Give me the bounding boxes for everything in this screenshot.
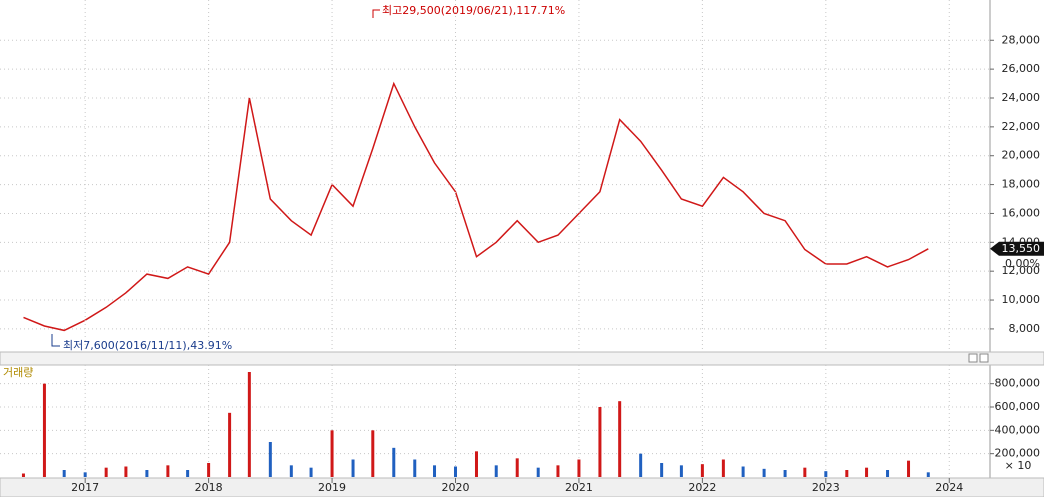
volume-bar xyxy=(309,467,313,477)
y-tick-label: 16,000 xyxy=(1002,206,1041,219)
volume-bar xyxy=(392,447,396,477)
high-annotation: 최고29,500(2019/06/21),117.71% xyxy=(382,4,565,17)
volume-bar xyxy=(186,470,190,477)
volume-bar xyxy=(639,453,643,477)
y-tick-label: 800,000 xyxy=(995,377,1041,390)
volume-bar xyxy=(21,473,25,477)
volume-bar xyxy=(42,383,46,477)
y-tick-label: 18,000 xyxy=(1002,178,1041,191)
last-price-label: 13,550 xyxy=(1002,242,1041,255)
volume-bar xyxy=(494,465,498,477)
low-annotation: 최저7,600(2016/11/11),43.91% xyxy=(63,339,232,352)
volume-bar xyxy=(679,465,683,477)
y-tick-label: 20,000 xyxy=(1002,149,1041,162)
y-tick-label: 26,000 xyxy=(1002,62,1041,75)
volume-bar xyxy=(62,470,66,477)
volume-bar xyxy=(618,401,622,477)
panel-button[interactable] xyxy=(979,353,989,363)
volume-bar xyxy=(166,465,170,477)
volume-bar xyxy=(556,465,560,477)
volume-bar xyxy=(207,463,211,477)
volume-bar xyxy=(474,451,478,477)
volume-bar xyxy=(824,471,828,477)
last-price-marker xyxy=(990,241,1044,256)
volume-bar xyxy=(762,468,766,477)
volume-bar xyxy=(865,467,869,477)
y-tick-label: 12,000 xyxy=(1002,264,1041,277)
volume-bar xyxy=(371,430,375,477)
volume-bar xyxy=(783,470,787,477)
y-tick-label: 200,000 xyxy=(995,447,1041,460)
volume-bar xyxy=(886,470,890,477)
volume-bar xyxy=(83,472,87,477)
x-tick-label: 2024 xyxy=(935,481,963,494)
volume-bar xyxy=(721,459,725,477)
x-tick-label: 2020 xyxy=(441,481,469,494)
arrow xyxy=(372,9,380,18)
x-tick-label: 2021 xyxy=(565,481,593,494)
x-tick-label: 2023 xyxy=(812,481,840,494)
volume-unit: × 10 xyxy=(1005,459,1032,472)
volume-bar xyxy=(453,466,457,477)
volume-title: 거래량 xyxy=(3,366,33,379)
y-tick-label: 10,000 xyxy=(1002,293,1041,306)
y-tick-label: 400,000 xyxy=(995,423,1041,436)
arrow xyxy=(51,334,60,347)
y-tick-label: 8,000 xyxy=(1009,322,1041,335)
volume-bar xyxy=(536,467,540,477)
panel-divider xyxy=(0,351,1044,366)
volume-bar xyxy=(124,466,128,477)
volume-bar xyxy=(104,467,108,477)
volume-bar xyxy=(247,372,251,477)
panel-button[interactable] xyxy=(968,353,978,363)
volume-bar xyxy=(803,467,807,477)
volume-bar xyxy=(413,459,417,477)
volume-bar xyxy=(741,466,745,477)
volume-bar xyxy=(660,463,664,477)
x-tick-label: 2017 xyxy=(71,481,99,494)
volume-bar xyxy=(598,407,602,477)
volume-bar xyxy=(268,442,272,477)
volume-bar xyxy=(700,464,704,477)
volume-bar xyxy=(845,470,849,477)
x-tick-label: 2022 xyxy=(688,481,716,494)
volume-bar xyxy=(577,459,581,477)
volume-bar xyxy=(289,465,293,477)
y-tick-label: 24,000 xyxy=(1002,91,1041,104)
price-line xyxy=(23,81,929,332)
volume-bar xyxy=(926,472,930,477)
volume-bar xyxy=(515,458,519,477)
volume-bar xyxy=(433,465,437,477)
change-label: 0.00% xyxy=(1005,257,1040,270)
volume-bar xyxy=(907,460,911,477)
y-tick-label: 28,000 xyxy=(1002,33,1041,46)
volume-bar xyxy=(145,470,149,477)
volume-bar xyxy=(330,430,334,477)
x-tick-label: 2019 xyxy=(318,481,346,494)
y-tick-label: 22,000 xyxy=(1002,120,1041,133)
x-tick-label: 2018 xyxy=(195,481,223,494)
volume-bar xyxy=(228,412,232,477)
x-axis-band xyxy=(0,477,1044,497)
volume-bar xyxy=(351,459,355,477)
y-tick-label: 600,000 xyxy=(995,400,1041,413)
